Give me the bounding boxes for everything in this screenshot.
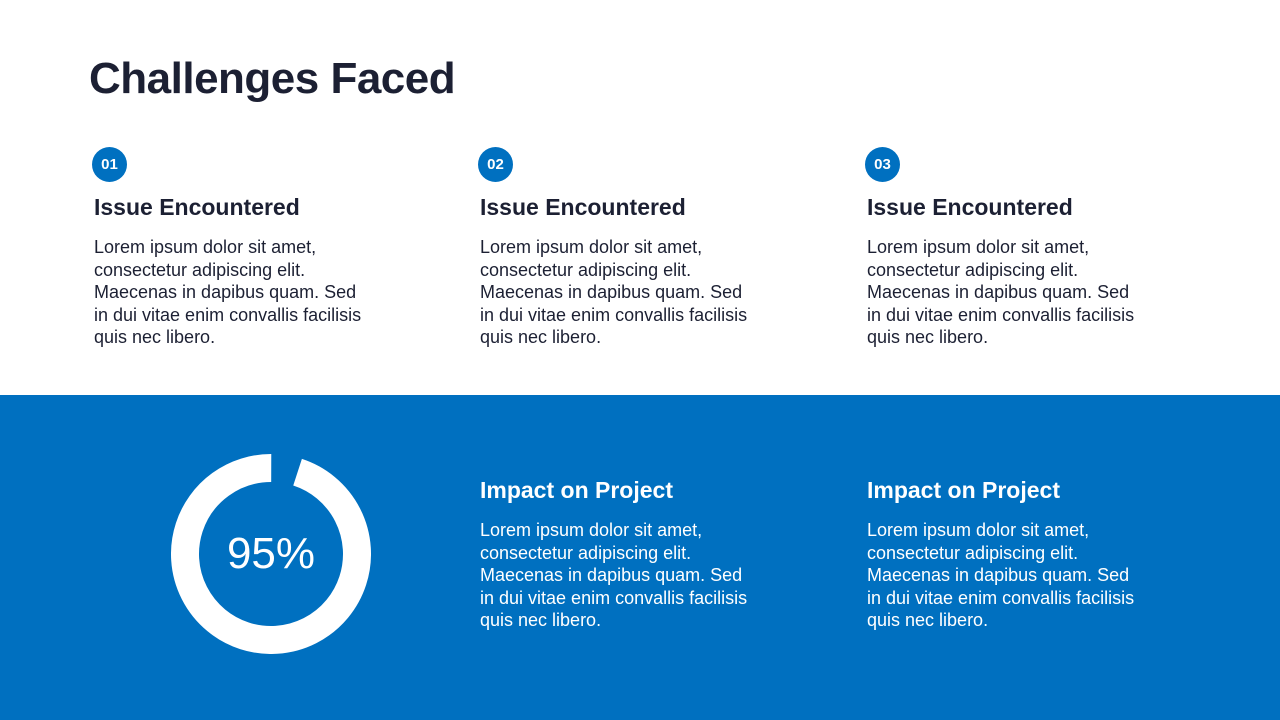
issue-body: Lorem ipsum dolor sit amet, consectetur …	[480, 237, 748, 347]
issue-card-1: 01 Issue Encountered Lorem ipsum dolor s…	[92, 147, 394, 349]
impact-card-1: Impact on Project Lorem ipsum dolor sit …	[480, 477, 780, 632]
progress-label: 95%	[226, 529, 316, 578]
impact-heading: Impact on Project	[480, 477, 673, 503]
issue-heading: Issue Encountered	[94, 194, 300, 220]
impact-body: Lorem ipsum dolor sit amet, consectetur …	[480, 520, 748, 630]
issue-heading: Issue Encountered	[480, 194, 686, 220]
progress-ring	[171, 454, 371, 654]
impact-band: Impact on Project Lorem ipsum dolor sit …	[0, 395, 1280, 720]
progress-arc	[171, 454, 371, 654]
impact-card-2: Impact on Project Lorem ipsum dolor sit …	[867, 477, 1167, 632]
number-badge: 03	[865, 147, 900, 182]
issue-heading: Issue Encountered	[867, 194, 1073, 220]
number-badge: 02	[478, 147, 513, 182]
issue-card-3: 03 Issue Encountered Lorem ipsum dolor s…	[865, 147, 1167, 349]
issue-card-2: 02 Issue Encountered Lorem ipsum dolor s…	[478, 147, 780, 349]
issue-body: Lorem ipsum dolor sit amet, consectetur …	[867, 237, 1135, 347]
number-badge: 01	[92, 147, 127, 182]
page-title: Challenges Faced	[89, 54, 456, 103]
issue-body: Lorem ipsum dolor sit amet, consectetur …	[94, 237, 362, 347]
impact-heading: Impact on Project	[867, 477, 1060, 503]
impact-body: Lorem ipsum dolor sit amet, consectetur …	[867, 520, 1135, 630]
